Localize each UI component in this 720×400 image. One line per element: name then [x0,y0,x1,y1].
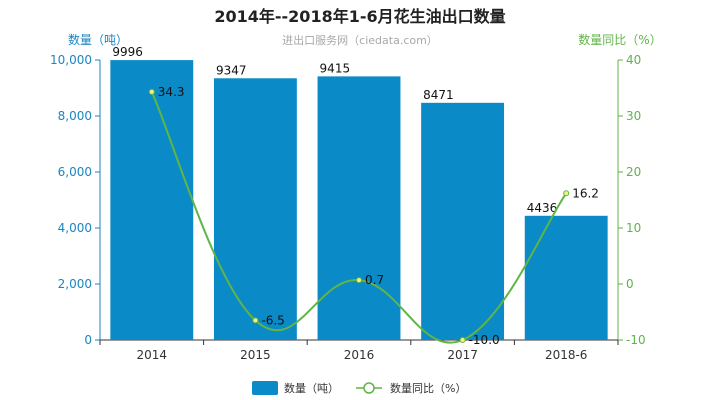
bar-value-label: 9347 [216,63,247,77]
bar-value-label: 9415 [320,61,351,75]
line-point [148,88,155,95]
line-value-label: -10.0 [469,333,500,347]
y-axis-right-title: 数量同比（%） [578,32,661,47]
legend-line-marker [363,382,375,394]
line-point [252,317,259,324]
line-value-label: 0.7 [365,273,384,287]
line-point [356,277,362,284]
legend-bar-label: 数量（吨） [284,382,339,395]
bar-value-label: 8471 [423,88,454,102]
x-tick-label: 2018-6 [545,348,588,362]
y-right-tick-label: -10 [626,333,646,347]
x-tick-label: 2014 [137,348,168,362]
y-right-tick-label: 10 [626,221,641,235]
y-left-tick-label: 2,000 [58,277,92,291]
y-axis-left-title: 数量（吨） [68,32,128,47]
y-left-tick-label: 8,000 [58,109,92,123]
y-left-tick-label: 10,000 [50,53,92,67]
bar-value-label: 4436 [527,201,558,215]
bar [524,215,608,340]
chart-subtitle: 进出口服务网（ciedata.com） [282,33,438,47]
bar [421,102,505,340]
y-left-tick-label: 4,000 [58,221,92,235]
y-right-tick-label: 20 [626,165,641,179]
x-tick-label: 2016 [344,348,375,362]
bar-value-label: 9996 [112,45,143,59]
line-point [563,190,570,197]
plot-area: 0 2,000 4,000 6,000 8,000 10,000 -10 0 10 20 30 40 2… [50,45,646,362]
series-line [150,91,568,344]
line-point [459,337,466,343]
legend: 数量（吨） 数量同比（%） [252,381,466,395]
x-tick-label: 2017 [447,348,478,362]
legend-line-label: 数量同比（%） [390,382,466,395]
y-left-tick-label: 6,000 [58,165,92,179]
y-right-tick-label: 40 [626,53,641,67]
x-tick-label: 2015 [240,348,271,362]
bar [317,76,401,340]
y-left-tick-label: 0 [84,333,92,347]
bar [213,78,297,340]
chart-title: 2014年--2018年1-6月花生油出口数量 [214,7,505,26]
line-value-label: -6.5 [261,313,284,327]
y-right-tick-label: 30 [626,109,641,123]
legend-bar-swatch [252,381,278,395]
y-right-tick-label: 0 [626,277,634,291]
bar [110,60,194,340]
line-value-label: 34.3 [158,85,185,99]
line-value-label: 16.2 [572,186,599,200]
